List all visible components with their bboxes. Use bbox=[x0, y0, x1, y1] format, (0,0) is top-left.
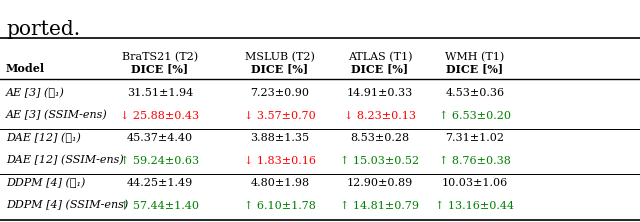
Text: DDPM [4] (SSIM-ens): DDPM [4] (SSIM-ens) bbox=[6, 200, 128, 211]
Text: 4.53±0.36: 4.53±0.36 bbox=[445, 88, 504, 98]
Text: ported.: ported. bbox=[6, 20, 80, 39]
Text: WMH (T1): WMH (T1) bbox=[445, 52, 504, 62]
Text: Model: Model bbox=[6, 63, 45, 74]
Text: ↓ 25.88±0.43: ↓ 25.88±0.43 bbox=[120, 111, 200, 121]
Text: 44.25±1.49: 44.25±1.49 bbox=[127, 178, 193, 188]
Text: 7.23±0.90: 7.23±0.90 bbox=[250, 88, 310, 98]
Text: BraTS21 (T2): BraTS21 (T2) bbox=[122, 52, 198, 62]
Text: 7.31±1.02: 7.31±1.02 bbox=[445, 133, 504, 143]
Text: ↑ 59.24±0.63: ↑ 59.24±0.63 bbox=[120, 155, 200, 165]
Text: DAE [12] (SSIM-ens): DAE [12] (SSIM-ens) bbox=[6, 155, 124, 166]
Text: ↑ 8.76±0.38: ↑ 8.76±0.38 bbox=[439, 155, 511, 165]
Text: AE [3] (SSIM-ens): AE [3] (SSIM-ens) bbox=[6, 110, 108, 121]
Text: DICE [%]: DICE [%] bbox=[351, 63, 408, 74]
Text: ↓ 8.23±0.13: ↓ 8.23±0.13 bbox=[344, 111, 416, 121]
Text: DICE [%]: DICE [%] bbox=[131, 63, 189, 74]
Text: MSLUB (T2): MSLUB (T2) bbox=[245, 52, 315, 62]
Text: 8.53±0.28: 8.53±0.28 bbox=[351, 133, 410, 143]
Text: ↓ 3.57±0.70: ↓ 3.57±0.70 bbox=[244, 111, 316, 121]
Text: 10.03±1.06: 10.03±1.06 bbox=[442, 178, 508, 188]
Text: 3.88±1.35: 3.88±1.35 bbox=[250, 133, 310, 143]
Text: DICE [%]: DICE [%] bbox=[252, 63, 308, 74]
Text: ↑ 15.03±0.52: ↑ 15.03±0.52 bbox=[340, 155, 420, 165]
Text: AE [3] (ℓ₁): AE [3] (ℓ₁) bbox=[6, 88, 65, 98]
Text: 45.37±4.40: 45.37±4.40 bbox=[127, 133, 193, 143]
Text: DDPM [4] (ℓ₁): DDPM [4] (ℓ₁) bbox=[6, 178, 85, 188]
Text: ↑ 6.10±1.78: ↑ 6.10±1.78 bbox=[244, 200, 316, 210]
Text: ↑ 6.53±0.20: ↑ 6.53±0.20 bbox=[439, 111, 511, 121]
Text: ↑ 57.44±1.40: ↑ 57.44±1.40 bbox=[120, 200, 200, 210]
Text: DICE [%]: DICE [%] bbox=[447, 63, 504, 74]
Text: ATLAS (T1): ATLAS (T1) bbox=[348, 52, 412, 62]
Text: 4.80±1.98: 4.80±1.98 bbox=[250, 178, 310, 188]
Text: 12.90±0.89: 12.90±0.89 bbox=[347, 178, 413, 188]
Text: DAE [12] (ℓ₁): DAE [12] (ℓ₁) bbox=[6, 133, 81, 143]
Text: ↓ 1.83±0.16: ↓ 1.83±0.16 bbox=[244, 155, 316, 165]
Text: ↑ 14.81±0.79: ↑ 14.81±0.79 bbox=[340, 200, 419, 210]
Text: 31.51±1.94: 31.51±1.94 bbox=[127, 88, 193, 98]
Text: 14.91±0.33: 14.91±0.33 bbox=[347, 88, 413, 98]
Text: ↑ 13.16±0.44: ↑ 13.16±0.44 bbox=[435, 200, 515, 210]
